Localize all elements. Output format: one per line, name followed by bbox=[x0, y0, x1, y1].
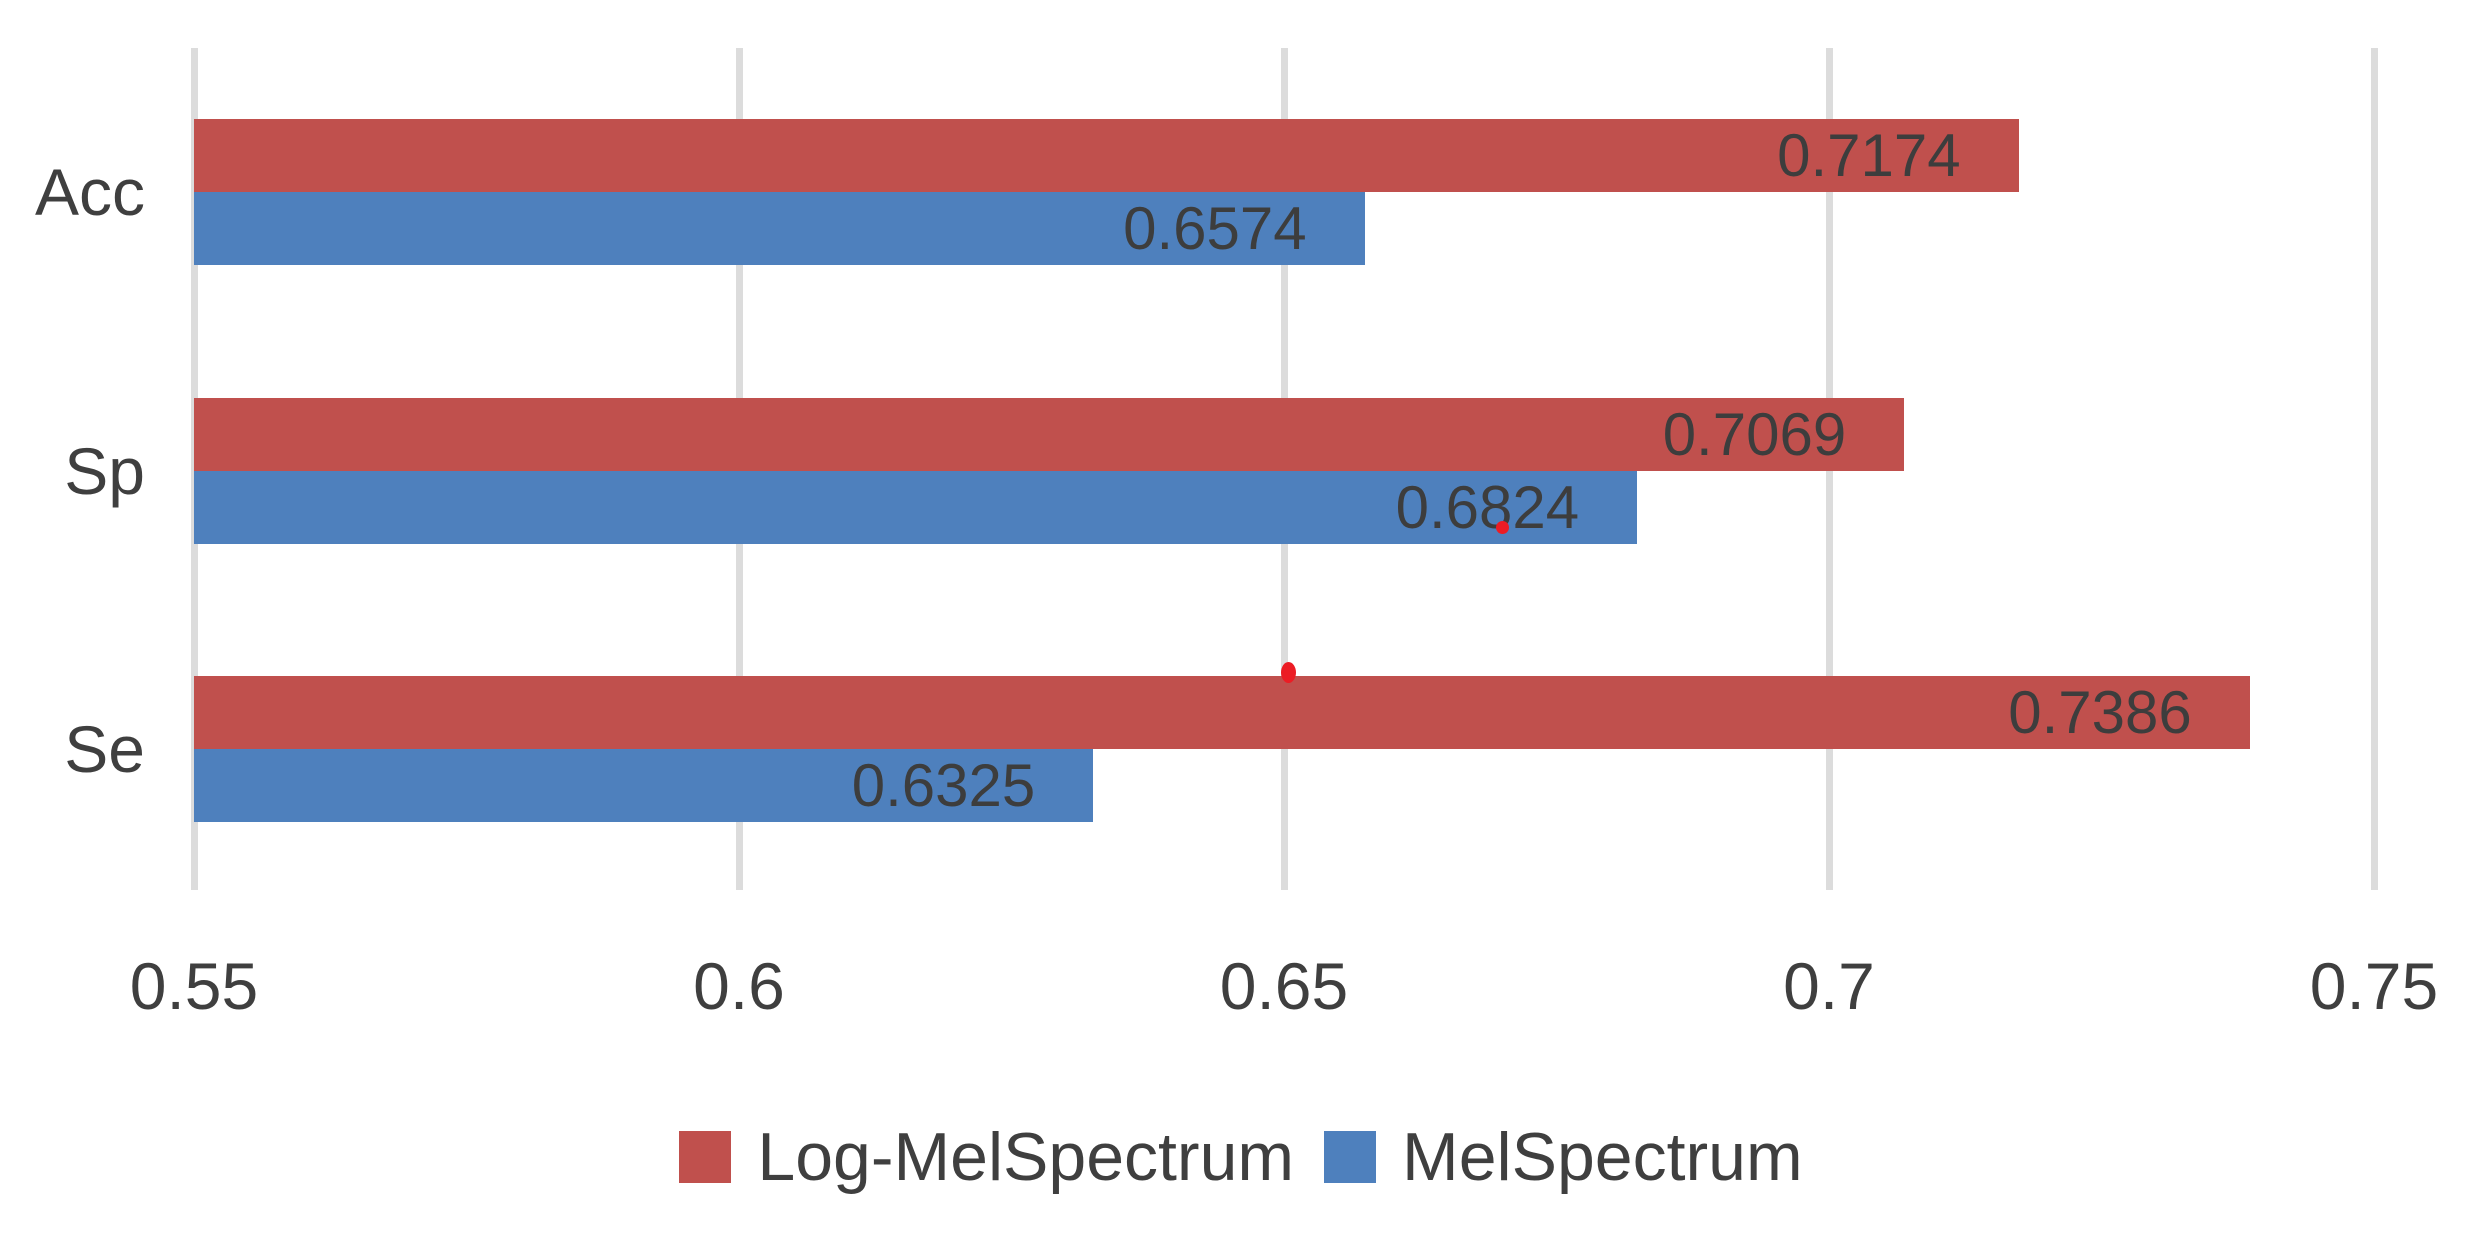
gridline-0.75 bbox=[2370, 48, 2378, 890]
x-tick-label-0.55: 0.55 bbox=[129, 949, 259, 1023]
legend: Log-MelSpectrum MelSpectrum bbox=[0, 1118, 2482, 1196]
bar-melspectrum-acc: 0.6574 bbox=[194, 192, 1365, 265]
legend-swatch-log-melspectrum bbox=[679, 1131, 732, 1183]
legend-item-log-melspectrum: Log-MelSpectrum bbox=[679, 1118, 1294, 1196]
category-label-acc: Acc bbox=[34, 155, 145, 229]
legend-swatch-melspectrum bbox=[1324, 1131, 1377, 1183]
stray-red-dot-1 bbox=[1496, 521, 1509, 534]
bar-melspectrum-sp: 0.6824 bbox=[194, 471, 1638, 544]
data-label-melspectrum-sp: 0.6824 bbox=[1395, 474, 1580, 541]
data-label-melspectrum-acc: 0.6574 bbox=[1123, 195, 1307, 262]
x-tick-label-0.75: 0.75 bbox=[2309, 949, 2439, 1023]
x-tick-label-0.6: 0.6 bbox=[693, 949, 785, 1023]
data-label-log-melspectrum-se: 0.7386 bbox=[2008, 679, 2192, 746]
data-label-melspectrum-se: 0.6325 bbox=[851, 752, 1036, 819]
data-label-log-melspectrum-acc: 0.7174 bbox=[1777, 122, 1961, 189]
legend-label-melspectrum: MelSpectrum bbox=[1402, 1119, 1803, 1195]
category-label-sp: Sp bbox=[64, 434, 145, 508]
stray-red-dot-2 bbox=[1281, 662, 1296, 683]
bar-melspectrum-se: 0.6325 bbox=[194, 749, 1094, 822]
legend-label-log-melspectrum: Log-MelSpectrum bbox=[757, 1119, 1295, 1195]
bar-log-melspectrum-sp: 0.7069 bbox=[194, 398, 1905, 471]
legend-item-melspectrum: MelSpectrum bbox=[1324, 1118, 1803, 1196]
x-tick-label-0.7: 0.7 bbox=[1783, 949, 1875, 1023]
x-tick-label-0.65: 0.65 bbox=[1219, 949, 1349, 1023]
bar-log-melspectrum-acc: 0.7174 bbox=[194, 119, 2019, 192]
bar-log-melspectrum-se: 0.7386 bbox=[194, 676, 2250, 749]
category-label-se: Se bbox=[64, 712, 145, 786]
data-label-log-melspectrum-sp: 0.7069 bbox=[1662, 401, 1847, 468]
